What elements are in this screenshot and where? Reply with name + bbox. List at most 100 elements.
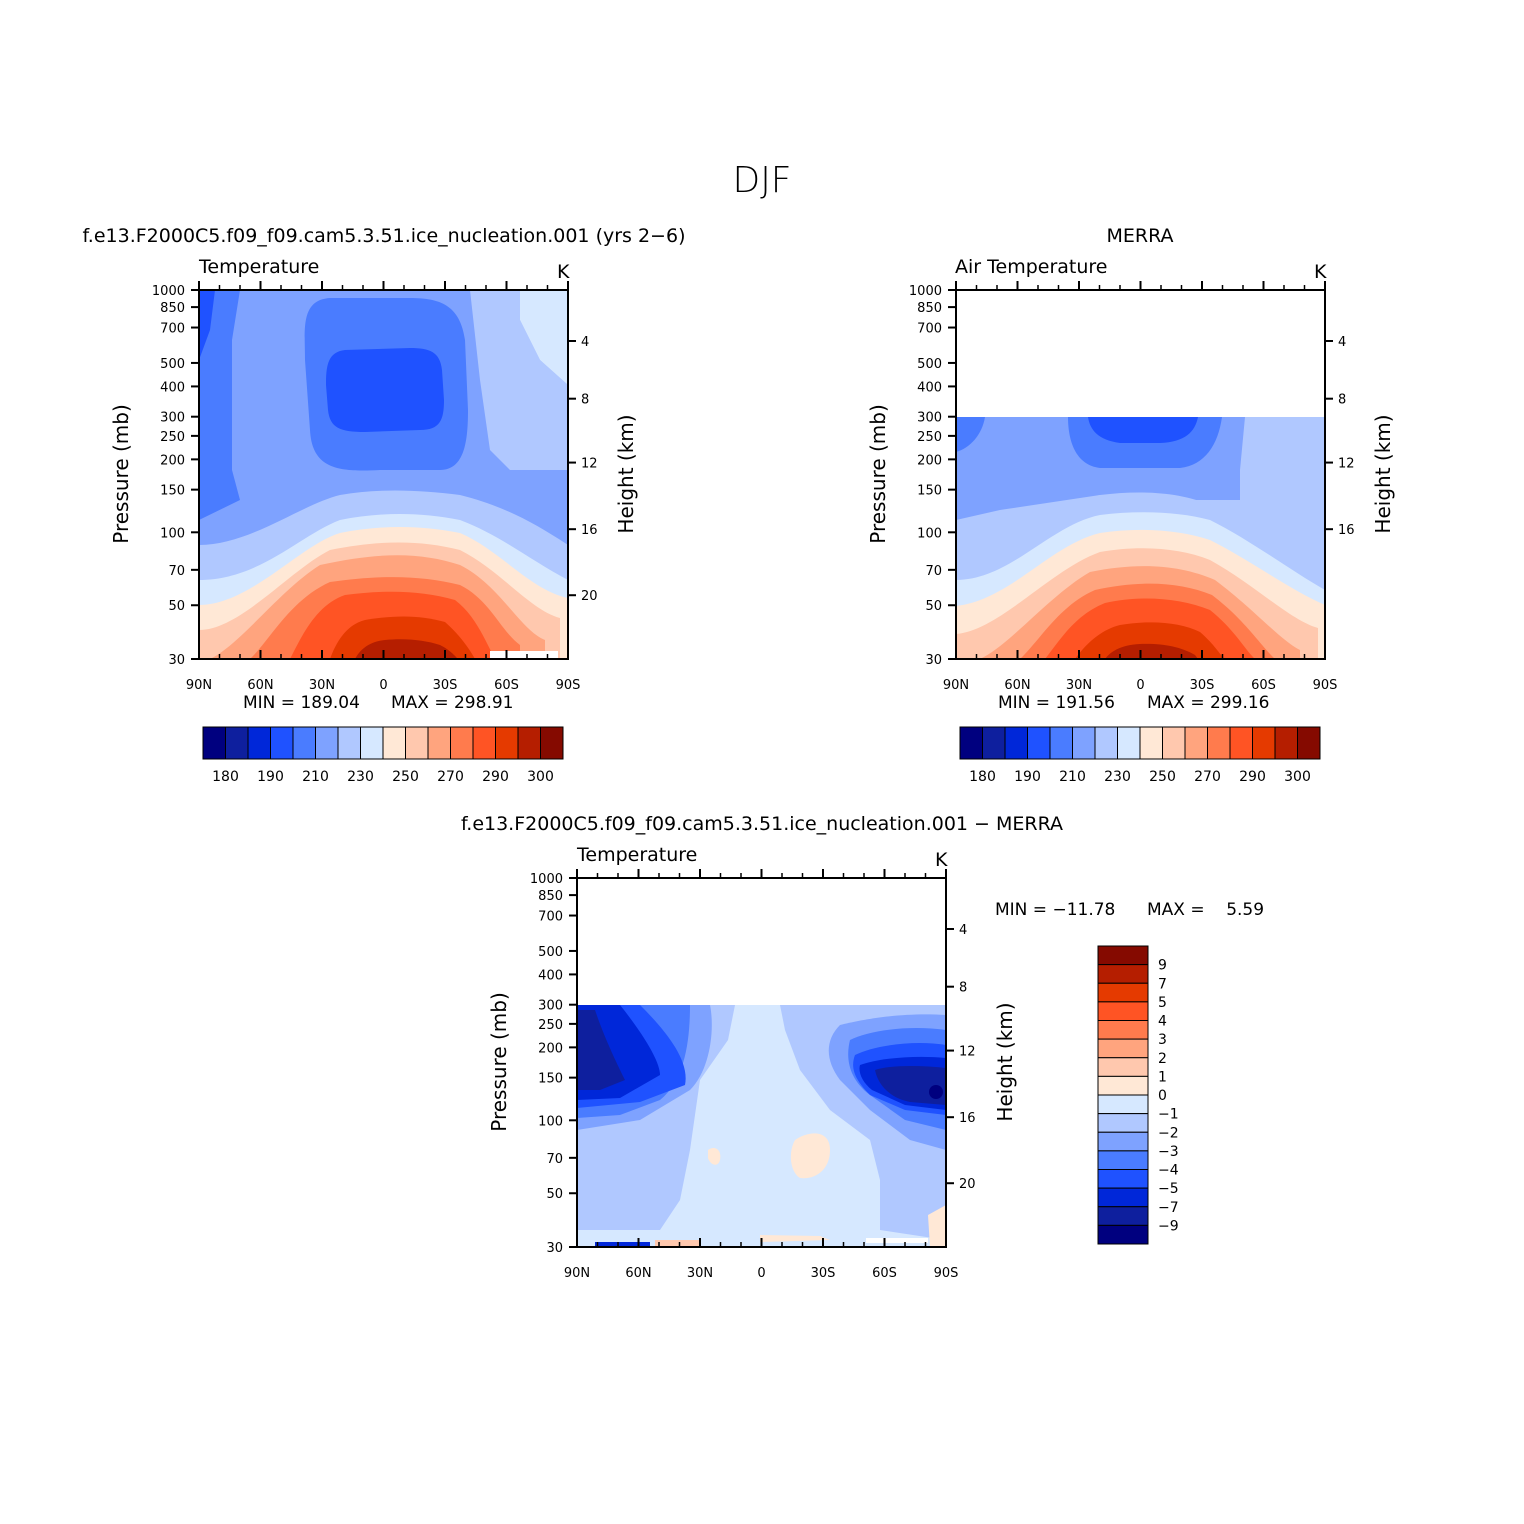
- y-tick-label: 250: [160, 430, 185, 445]
- colorbar-swatch: [225, 726, 249, 760]
- panel-diff-min: MIN = −11.78: [995, 900, 1115, 920]
- y-tick-label: 50: [925, 599, 942, 614]
- panel-diff-axes: 30 50 70 100 150 200 250 300 400 500 700 850 1000 20 1…: [530, 869, 976, 1281]
- y-tick-label: 250: [538, 1018, 563, 1033]
- y-tick-label: 50: [168, 599, 185, 614]
- colorbar-swatch: [1097, 1001, 1149, 1021]
- colorbar-swatch: [337, 726, 361, 760]
- y-right-tick-label: 20: [581, 589, 598, 604]
- y-tick-label: 700: [538, 910, 563, 925]
- y-tick-label: 500: [160, 357, 185, 372]
- x-tick-label: 90N: [943, 678, 969, 693]
- colorbar-label: 300: [527, 769, 554, 785]
- colorbar-label: −3: [1158, 1144, 1179, 1160]
- x-tick-label: 90S: [1313, 678, 1338, 693]
- colorbar-label: 270: [1194, 769, 1221, 785]
- y-right-tick-label: 12: [581, 457, 598, 472]
- x-tick-label: 30S: [811, 1266, 836, 1281]
- colorbar-label: −2: [1158, 1125, 1179, 1141]
- colorbar-label: 2: [1158, 1051, 1167, 1067]
- colorbar-swatch: [450, 726, 474, 760]
- x-tick-label: 60S: [872, 1266, 897, 1281]
- colorbar-swatch: [202, 726, 226, 760]
- x-tick-label: 30N: [309, 678, 335, 693]
- y-tick-label: 850: [160, 301, 185, 316]
- colorbar-swatch: [1097, 1113, 1149, 1133]
- colorbar-label: 4: [1158, 1014, 1167, 1030]
- colorbar-label: 210: [302, 769, 329, 785]
- panel-diff-max: MAX = 5.59: [1147, 900, 1264, 920]
- y-tick-label: 70: [546, 1152, 563, 1167]
- colorbar-swatch: [292, 726, 316, 760]
- y-right-tick-label: 12: [959, 1045, 976, 1060]
- colorbar-label: 300: [1284, 769, 1311, 785]
- y-tick-label: 400: [538, 968, 563, 983]
- panel-obs-ylabel-right: Height (km): [1371, 414, 1395, 533]
- y-tick-label: 850: [538, 889, 563, 904]
- panel-model: f.e13.F2000C5.f09_f09.cam5.3.51.ice_nucl…: [83, 225, 686, 785]
- colorbar-swatch: [1097, 964, 1149, 984]
- panel-model-colorbar: 180 190 210 230 250 270 290 300: [202, 726, 564, 785]
- colorbar-label: 7: [1158, 976, 1167, 992]
- panel-model-min: MIN = 189.04: [243, 693, 360, 713]
- panel-obs-field: [956, 290, 1325, 659]
- colorbar-swatch: [1097, 1020, 1149, 1040]
- y-right-tick-label: 16: [959, 1111, 976, 1126]
- y-tick-label: 300: [538, 999, 563, 1014]
- panel-model-axes: 30 50 70 100 150 200 250 300 400 500 700 850 1000 20 1…: [152, 281, 598, 693]
- colorbar-swatch: [1097, 1187, 1149, 1208]
- y-right-tick-label: 4: [1338, 335, 1346, 350]
- y-tick-label: 1000: [152, 284, 185, 299]
- figure-title: DJF: [732, 160, 791, 201]
- y-tick-label: 700: [917, 322, 942, 337]
- y-tick-label: 700: [160, 322, 185, 337]
- colorbar-label: 5: [1158, 995, 1167, 1011]
- colorbar-swatch: [1097, 1224, 1149, 1245]
- colorbar-swatch: [270, 726, 294, 760]
- x-tick-label: 90S: [934, 1266, 959, 1281]
- y-right-tick-label: 12: [1338, 457, 1355, 472]
- y-tick-label: 200: [160, 453, 185, 468]
- colorbar-swatch: [360, 726, 384, 760]
- y-right-tick-label: 4: [581, 335, 589, 350]
- colorbar-swatch: [1139, 726, 1163, 760]
- panel-diff-colorbar: 9 7 5 4 3 2 1 0 −1 −2 −3 −4 −5 −7 −9: [1097, 945, 1179, 1245]
- colorbar-swatch: [1097, 1150, 1149, 1170]
- colorbar-swatch: [1229, 726, 1253, 760]
- colorbar-swatch: [382, 726, 406, 760]
- colorbar-label: 290: [482, 769, 509, 785]
- colorbar-swatch: [1004, 726, 1028, 760]
- colorbar-label: 230: [1104, 769, 1131, 785]
- colorbar-swatch: [1097, 1206, 1149, 1226]
- colorbar-swatch: [1117, 726, 1141, 760]
- x-tick-label: 90N: [564, 1266, 590, 1281]
- panel-obs-max: MAX = 299.16: [1147, 693, 1269, 713]
- panel-obs-axes: 30 50 70 100 150 200 250 300 400 500 700 850 1000 16 1…: [909, 281, 1355, 693]
- y-tick-label: 150: [538, 1072, 563, 1087]
- panel-obs-variable: Air Temperature: [955, 256, 1107, 278]
- colorbar-label: 0: [1158, 1088, 1167, 1104]
- panel-model-variable: Temperature: [198, 256, 319, 278]
- y-tick-label: 70: [168, 564, 185, 579]
- colorbar-swatch: [1097, 1057, 1149, 1077]
- colorbar-label: 270: [437, 769, 464, 785]
- colorbar-swatch: [1094, 726, 1118, 760]
- y-right-tick-label: 8: [1338, 393, 1346, 408]
- panel-obs-ylabel: Pressure (mb): [866, 404, 890, 544]
- colorbar-swatch: [1097, 945, 1149, 966]
- y-tick-label: 200: [538, 1041, 563, 1056]
- colorbar-label: 230: [347, 769, 374, 785]
- panel-model-ylabel: Pressure (mb): [109, 404, 133, 544]
- colorbar-swatch: [1184, 726, 1208, 760]
- panel-model-field: [199, 290, 568, 659]
- panel-obs-colorbar: 180 190 210 230 250 270 290 300: [959, 726, 1321, 785]
- panel-diff-ylabel-right: Height (km): [993, 1002, 1017, 1121]
- colorbar-label: 180: [212, 769, 239, 785]
- colorbar-label: 210: [1059, 769, 1086, 785]
- panel-diff-units: K: [935, 849, 948, 871]
- y-tick-label: 400: [160, 380, 185, 395]
- colorbar-label: 190: [257, 769, 284, 785]
- y-tick-label: 70: [925, 564, 942, 579]
- x-tick-label: 30S: [1190, 678, 1215, 693]
- colorbar-swatch: [517, 726, 541, 760]
